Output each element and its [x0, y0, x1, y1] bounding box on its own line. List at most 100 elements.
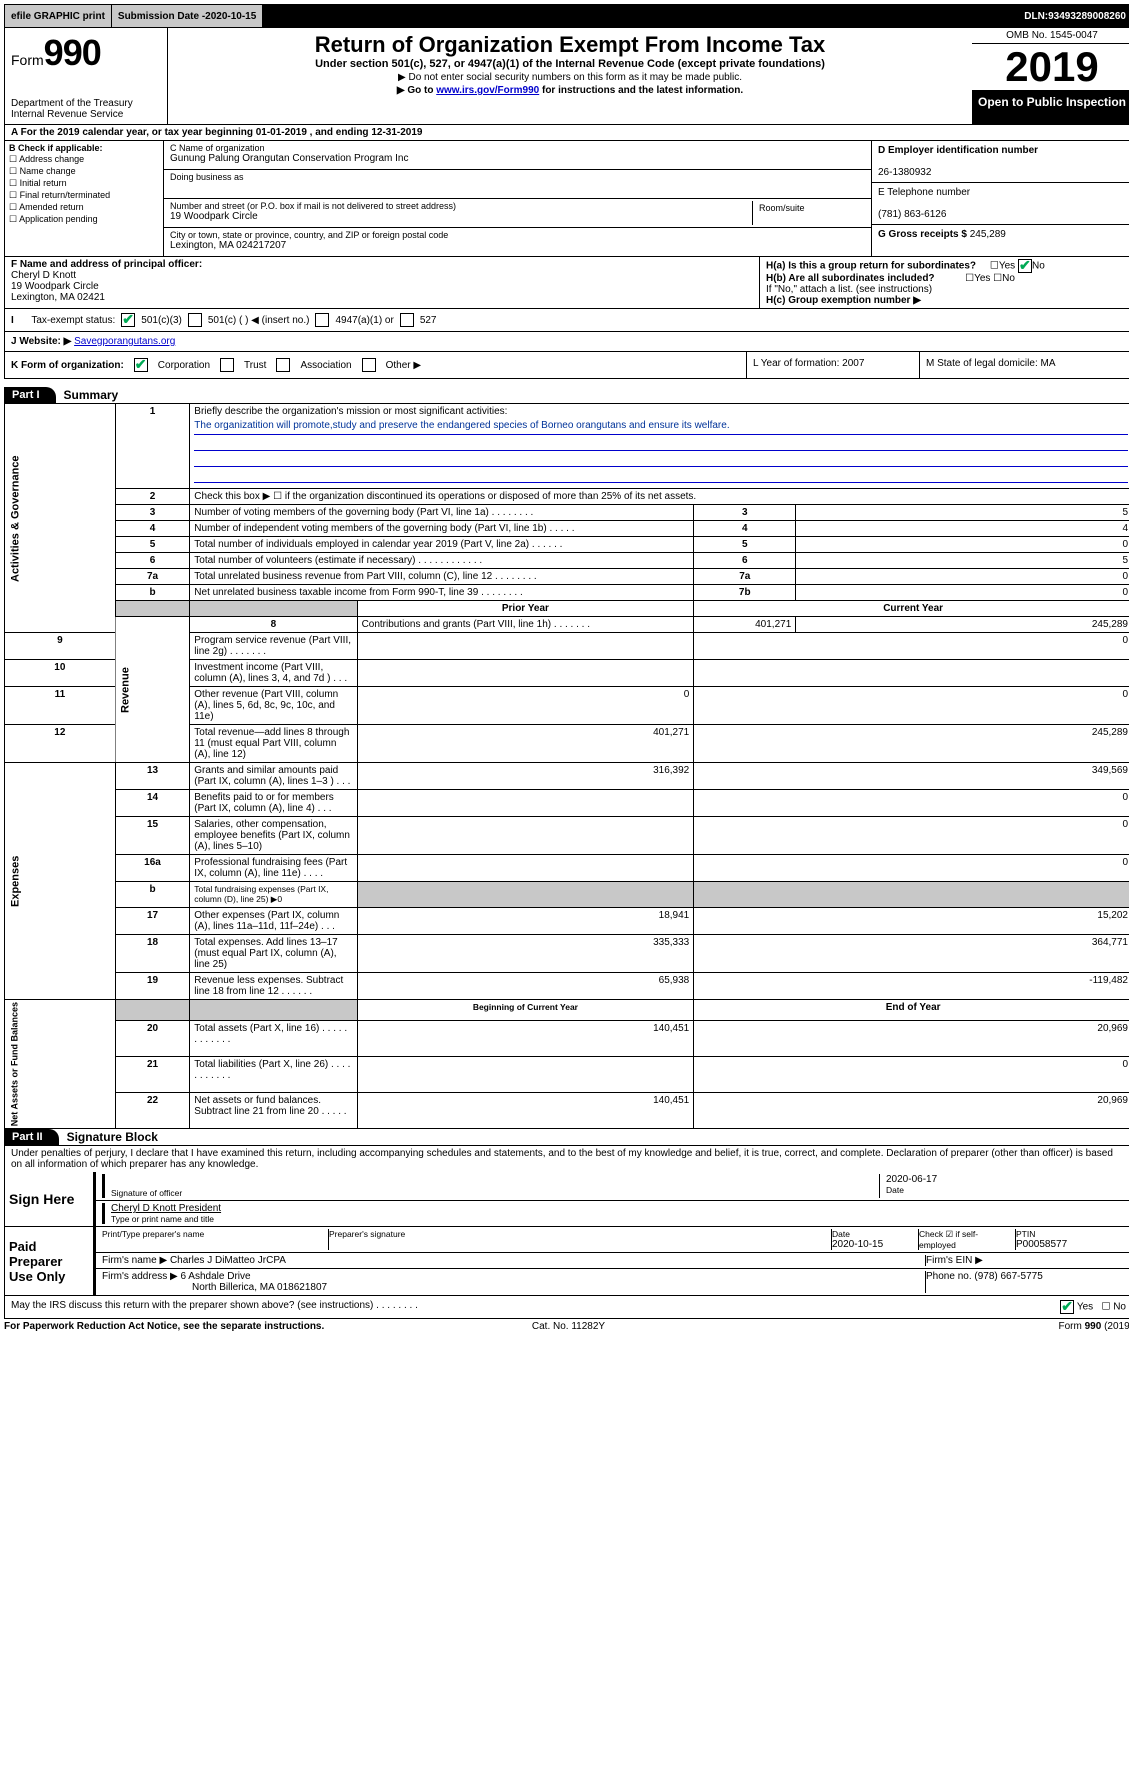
submission-date: Submission Date - 2020-10-15 [112, 5, 263, 27]
tax-year: 2019 [972, 44, 1129, 91]
row-i-tax-status: I Tax-exempt status: 501(c)(3) 501(c) ( … [4, 309, 1129, 332]
part1-bar: Part I Summary [4, 387, 1129, 403]
cb-final-return[interactable]: ☐ Final return/terminated [9, 190, 159, 201]
right-col: OMB No. 1545-0047 2019 Open to Public In… [972, 28, 1129, 124]
part2-title: Signature Block [59, 1130, 158, 1144]
right-info-col: D Employer identification number 26-1380… [871, 141, 1129, 256]
chk-501c[interactable] [188, 313, 202, 327]
addr-val: 19 Woodpark Circle [170, 211, 752, 222]
ptin: P00058577 [1016, 1239, 1126, 1250]
row-j-website: J Website: ▶ Savegporangutans.org [4, 332, 1129, 352]
dln: DLN: 93493289008260 [1018, 5, 1129, 27]
chk-501c3[interactable] [121, 313, 135, 327]
firm-name: Charles J DiMatteo JrCPA [170, 1255, 286, 1266]
table-row: 19Revenue less expenses. Subtract line 1… [5, 973, 1129, 1000]
firm-phone: (978) 667-5775 [974, 1271, 1042, 1282]
sig-officer-label: Signature of officer [111, 1188, 879, 1198]
table-row: 6Total number of volunteers (estimate if… [5, 553, 1129, 569]
part1-tab: Part I [4, 387, 56, 403]
vlabel-revenue: Revenue [115, 617, 190, 763]
self-employed-check[interactable]: Check ☑ if self-employed [919, 1229, 1016, 1250]
paperwork-notice: For Paperwork Reduction Act Notice, see … [4, 1321, 324, 1332]
prior-year-header: Prior Year [357, 601, 694, 617]
cb-address-change[interactable]: ☐ Address change [9, 154, 159, 165]
table-row: 22Net assets or fund balances. Subtract … [5, 1093, 1129, 1129]
row-m: M State of legal domicile: MA [919, 352, 1129, 378]
city-label: City or town, state or province, country… [170, 230, 865, 240]
chk-assoc[interactable] [276, 358, 290, 372]
top-bar: efile GRAPHIC print Submission Date - 20… [4, 4, 1129, 28]
row-k: K Form of organization: Corporation Trus… [5, 352, 746, 378]
table-row: 7aTotal unrelated business revenue from … [5, 569, 1129, 585]
current-year-header: Current Year [694, 601, 1129, 617]
line1-label: Briefly describe the organization's miss… [194, 406, 507, 417]
form-id-col: Form990 Department of the Treasury Inter… [5, 28, 168, 124]
box-b-label: B Check if applicable: [9, 143, 103, 153]
chk-4947[interactable] [315, 313, 329, 327]
form-title: Return of Organization Exempt From Incom… [178, 32, 962, 58]
table-row: 5Total number of individuals employed in… [5, 537, 1129, 553]
table-row: 17Other expenses (Part IX, column (A), l… [5, 908, 1129, 935]
paid-preparer-label: Paid Preparer Use Only [5, 1227, 96, 1295]
discuss-yes[interactable] [1060, 1300, 1074, 1314]
part2-tab: Part II [4, 1129, 59, 1145]
f-h-row: F Name and address of principal officer:… [4, 257, 1129, 309]
city-val: Lexington, MA 024217207 [170, 240, 865, 251]
cb-name-change[interactable]: ☐ Name change [9, 166, 159, 177]
chk-corp[interactable] [134, 358, 148, 372]
row-a-period: A For the 2019 calendar year, or tax yea… [4, 125, 1129, 141]
part1-title: Summary [56, 388, 119, 402]
dept-treasury: Department of the Treasury Internal Reve… [11, 98, 161, 120]
cb-app-pending[interactable]: ☐ Application pending [9, 214, 159, 225]
spacer [263, 5, 1018, 27]
row-l: L Year of formation: 2007 [746, 352, 919, 378]
irs-link[interactable]: www.irs.gov/Form990 [436, 85, 539, 96]
line2: Check this box ▶ ☐ if the organization d… [190, 489, 1129, 505]
dba-label: Doing business as [170, 172, 865, 182]
table-row: 18Total expenses. Add lines 13–17 (must … [5, 935, 1129, 973]
omb-number: OMB No. 1545-0047 [972, 28, 1129, 44]
firm-addr: 6 Ashdale Drive [181, 1271, 251, 1282]
ha-no-check[interactable] [1018, 259, 1032, 273]
form-ref: Form 990 (2019) [757, 1321, 1129, 1332]
table-row: 16aProfessional fundraising fees (Part I… [5, 855, 1129, 882]
box-b: B Check if applicable: ☐ Address change … [5, 141, 164, 256]
website-link[interactable]: Savegporangutans.org [74, 336, 175, 347]
open-public: Open to Public Inspection [972, 91, 1129, 124]
box-f: F Name and address of principal officer:… [5, 257, 760, 308]
cb-initial-return[interactable]: ☐ Initial return [9, 178, 159, 189]
org-name: Gunung Palung Orangutan Conservation Pro… [170, 153, 865, 164]
vlabel-activities: Activities & Governance [5, 404, 116, 633]
goto-note: ▶ Go to www.irs.gov/Form990 for instruct… [178, 85, 962, 96]
table-row: bNet unrelated business taxable income f… [5, 585, 1129, 601]
chk-other[interactable] [362, 358, 376, 372]
table-row: 20Total assets (Part X, line 16) . . . .… [5, 1021, 1129, 1057]
cat-no: Cat. No. 11282Y [380, 1321, 756, 1332]
box-d: D Employer identification number 26-1380… [872, 141, 1129, 183]
cb-amended[interactable]: ☐ Amended return [9, 202, 159, 213]
chk-527[interactable] [400, 313, 414, 327]
box-e: E Telephone number (781) 863-6126 [872, 183, 1129, 225]
signature-block: Sign Here Signature of officer 2020-06-1… [4, 1172, 1129, 1296]
org-name-label: C Name of organization [170, 143, 865, 153]
firm-ein: Firm's EIN ▶ [926, 1255, 1126, 1266]
box-g: G Gross receipts $ 245,289 [872, 225, 1129, 256]
room-suite: Room/suite [752, 201, 865, 225]
box-h: H(a) Is this a group return for subordin… [760, 257, 1129, 308]
main-info: B Check if applicable: ☐ Address change … [4, 141, 1129, 257]
title-col: Return of Organization Exempt From Incom… [168, 28, 972, 124]
table-row: 21Total liabilities (Part X, line 26) . … [5, 1057, 1129, 1093]
ssn-note: ▶ Do not enter social security numbers o… [178, 72, 962, 83]
table-row: 15Salaries, other compensation, employee… [5, 817, 1129, 855]
table-row: 4Number of independent voting members of… [5, 521, 1129, 537]
perjury-statement: Under penalties of perjury, I declare th… [4, 1145, 1129, 1172]
efile-print-button[interactable]: efile GRAPHIC print [5, 5, 112, 27]
row-klm: K Form of organization: Corporation Trus… [4, 352, 1129, 379]
form-header: Form990 Department of the Treasury Inter… [4, 28, 1129, 125]
sig-date: 2020-06-17 [886, 1174, 1126, 1185]
chk-trust[interactable] [220, 358, 234, 372]
form-number: Form990 [11, 32, 161, 74]
vlabel-expenses: Expenses [5, 763, 116, 1000]
sign-here-label: Sign Here [5, 1172, 96, 1226]
summary-table: Activities & Governance 1 Briefly descri… [4, 403, 1129, 1129]
